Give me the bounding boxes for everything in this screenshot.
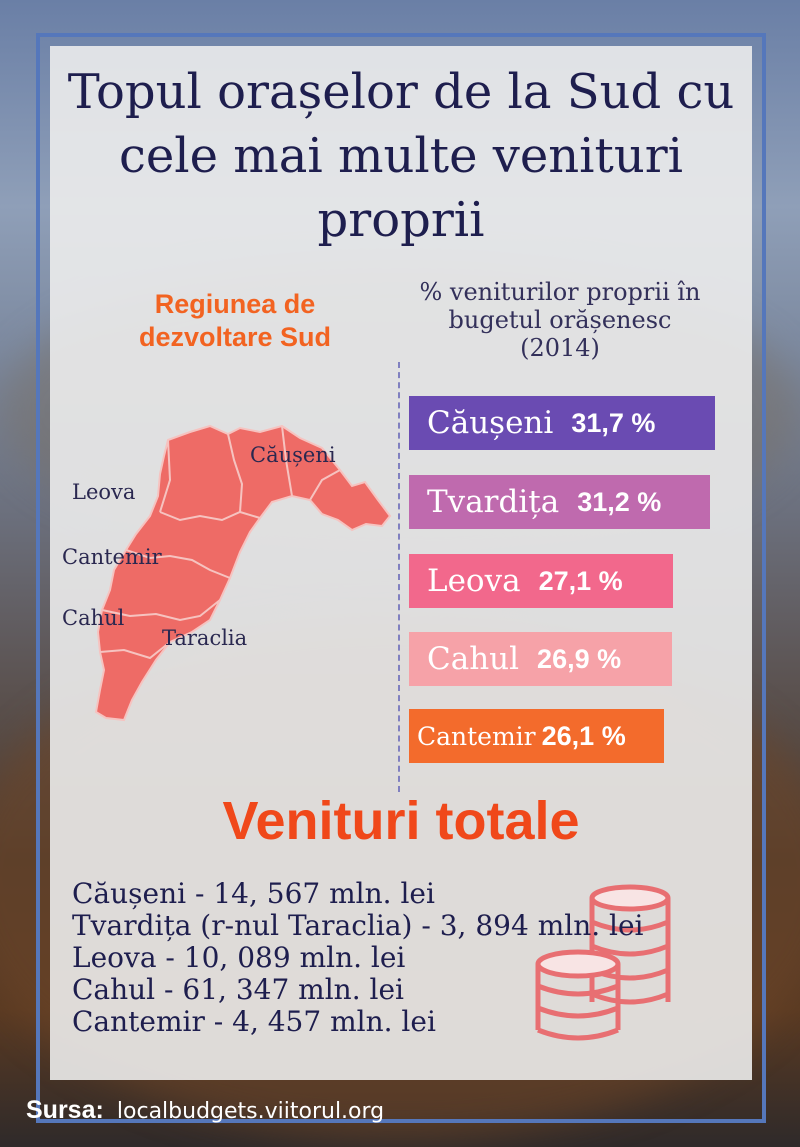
totals-line-cahul: Cahul - 61, 347 mln. lei (72, 973, 404, 1006)
coins-icon (535, 884, 671, 1041)
region-map-shape (94, 424, 392, 722)
region-map (94, 424, 392, 722)
region-label: Regiunea de dezvoltare Sud (138, 289, 332, 352)
bar-value-causeni: 31,7 % (571, 407, 656, 438)
bar-label-tvardita: Tvardița (427, 484, 560, 520)
bar-cahul: Cahul 26,9 % (409, 632, 672, 686)
map-label-cahul: Cahul (62, 606, 125, 630)
map-label-taraclia: Taraclia (162, 626, 248, 650)
bar-label-leova: Leova (427, 563, 521, 599)
totals-title: Venituri totale (222, 791, 580, 851)
page-title: Topul orașelor de la Sud cu cele mai mul… (67, 64, 735, 248)
bar-label-causeni: Căușeni (427, 405, 554, 441)
source-credit: Sursa: localbudgets.viitorul.org (26, 1096, 384, 1125)
bar-tvardita: Tvardița 31,2 % (409, 475, 710, 529)
totals-line-leova: Leova - 10, 089 mln. lei (72, 941, 406, 974)
bar-cantemir: Cantemir 26,1 % (409, 709, 664, 763)
totals-line-cantemir: Cantemir - 4, 457 mln. lei (72, 1005, 436, 1038)
bar-label-cantemir: Cantemir (417, 721, 536, 751)
map-label-causeni: Căușeni (250, 443, 336, 467)
bar-leova: Leova 27,1 % (409, 554, 673, 608)
totals-line-tvardita: Tvardița (r-nul Taraclia) - 3, 894 mln. … (72, 909, 644, 942)
chart-divider (398, 362, 400, 792)
title-frame (36, 33, 766, 1123)
district-borders (99, 425, 341, 660)
totals-line-causeni: Căușeni - 14, 567 mln. lei (72, 877, 435, 910)
source-label: Sursa: (26, 1096, 104, 1124)
bar-label-cahul: Cahul (427, 641, 520, 677)
bar-value-tvardita: 31,2 % (577, 486, 662, 517)
bar-causeni: Căușeni 31,7 % (409, 396, 715, 450)
bar-value-leova: 27,1 % (538, 565, 623, 596)
bar-value-cahul: 26,9 % (537, 643, 622, 674)
map-label-leova: Leova (72, 480, 136, 504)
chart-title: % veniturilor proprii în bugetul orășene… (419, 278, 701, 362)
bar-value-cantemir: 26,1 % (541, 720, 626, 751)
source-link[interactable]: localbudgets.viitorul.org (116, 1099, 385, 1124)
totals-list: Căușeni - 14, 567 mln. lei Tvardița (r-n… (72, 878, 752, 1038)
map-label-cantemir: Cantemir (62, 545, 162, 569)
